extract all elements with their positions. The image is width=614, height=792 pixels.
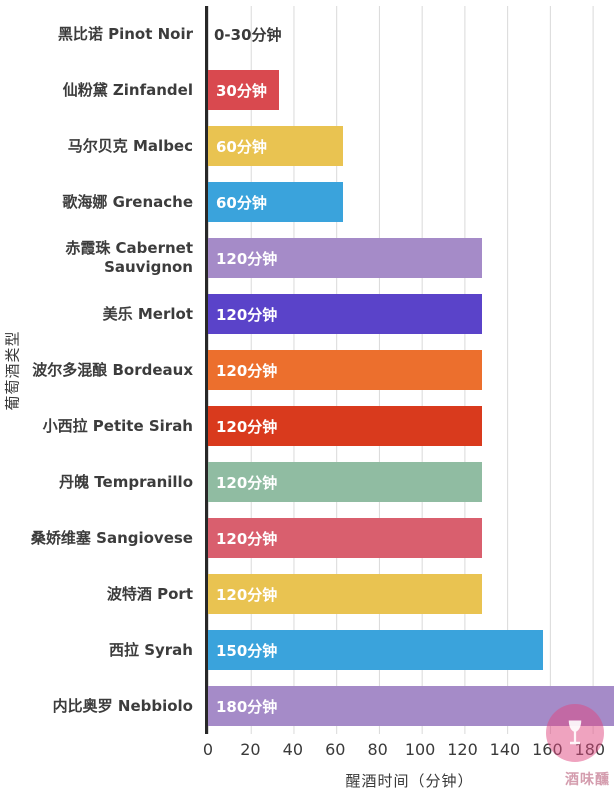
bar-track: 120分钟 bbox=[208, 510, 614, 566]
category-label: 内比奥罗 Nebbiolo bbox=[52, 696, 193, 715]
bar-track: 150分钟 bbox=[208, 622, 614, 678]
bar: 30分钟 bbox=[208, 70, 279, 110]
bar-value-label: 60分钟 bbox=[216, 193, 267, 212]
category-label: 赤霞珠 Cabernet Sauvignon bbox=[65, 239, 193, 276]
bar: 150分钟 bbox=[208, 630, 544, 670]
bar-value-label: 120分钟 bbox=[216, 473, 278, 492]
bar: 60分钟 bbox=[208, 182, 343, 222]
axis-tick-label: 20 bbox=[240, 740, 261, 759]
bar-track: 120分钟 bbox=[208, 286, 614, 342]
category-label: 波尔多混酿 Bordeaux bbox=[32, 360, 193, 379]
bar-track: 30分钟 bbox=[208, 62, 614, 118]
bar: 120分钟 bbox=[208, 350, 482, 390]
watermark-text: 酒味醺 bbox=[565, 772, 610, 788]
axis-tick-label: 120 bbox=[447, 740, 478, 759]
category-label: 马尔贝克 Malbec bbox=[67, 136, 193, 155]
category-label: 波特酒 Port bbox=[106, 584, 193, 603]
labels-col: 黑比诺 Pinot Noir 仙粉黛 Zinfandel 马尔贝克 Malbec 歌海… bbox=[24, 6, 205, 734]
bar-value-label: 150分钟 bbox=[216, 641, 278, 660]
category-label: 美乐 Merlot bbox=[102, 304, 193, 323]
axis-tick-label: 100 bbox=[404, 740, 436, 759]
category-label: 桑娇维塞 Sangiovese bbox=[30, 528, 193, 547]
category-label: 丹魄 Tempranillo bbox=[59, 472, 193, 491]
bar-track: 120分钟 bbox=[208, 566, 614, 622]
category-label: 歌海娜 Grenache bbox=[62, 192, 193, 211]
bar: 120分钟 bbox=[208, 518, 482, 558]
axis-tick-label: 0 bbox=[202, 740, 214, 759]
bar-track: 60分钟 bbox=[208, 174, 614, 230]
bar: 120分钟 bbox=[208, 294, 482, 334]
chart-body: 葡萄酒类型 黑比诺 Pinot Noir 仙粉黛 Zinfandel 马尔贝克 Ma… bbox=[0, 6, 614, 734]
bar-track: 180分钟 bbox=[208, 678, 614, 734]
y-axis-title-text: 葡萄酒类型 bbox=[3, 329, 22, 411]
bar: 120分钟 bbox=[208, 238, 482, 278]
bar-value-label: 120分钟 bbox=[216, 305, 278, 324]
bar: 120分钟 bbox=[208, 462, 482, 502]
category-label: 仙粉黛 Zinfandel bbox=[62, 80, 193, 99]
bar-value-label: 120分钟 bbox=[216, 249, 278, 268]
plot-area: 0-30分钟 30分钟 60分钟 60分钟 120分钟 120分钟 120分钟 120分钟 12… bbox=[205, 6, 614, 734]
bar-value-label: 180分钟 bbox=[216, 697, 278, 716]
category-label: 小西拉 Petite Sirah bbox=[42, 416, 193, 435]
bar-track: 120分钟 bbox=[208, 230, 614, 286]
bar-track: 120分钟 bbox=[208, 398, 614, 454]
bar-value-label: 120分钟 bbox=[216, 529, 278, 548]
axis-tick-label: 40 bbox=[282, 740, 304, 759]
bar-track: 60分钟 bbox=[208, 118, 614, 174]
bar: 120分钟 bbox=[208, 574, 482, 614]
y-axis-title: 葡萄酒类型 bbox=[0, 6, 24, 734]
bar: 60分钟 bbox=[208, 126, 343, 166]
watermark-logo bbox=[546, 704, 604, 762]
x-axis-title: 醒酒时间（分钟） bbox=[345, 772, 474, 790]
bar-track: 120分钟 bbox=[208, 454, 614, 510]
bar-track: 0-30分钟 bbox=[208, 6, 614, 62]
bar-value-label: 120分钟 bbox=[216, 585, 278, 604]
axis-tick-label: 140 bbox=[489, 740, 521, 759]
bar: 120分钟 bbox=[208, 406, 482, 446]
bar-value-label: 60分钟 bbox=[216, 137, 267, 156]
category-label: 黑比诺 Pinot Noir bbox=[57, 24, 193, 43]
axis-tick-label: 80 bbox=[367, 740, 388, 759]
bar-value-label: 0-30分钟 bbox=[214, 25, 282, 44]
bar-value-label: 30分钟 bbox=[216, 81, 267, 100]
axis-tick-label: 60 bbox=[325, 740, 346, 759]
wine-glass-icon bbox=[568, 720, 582, 745]
bar: 180分钟 bbox=[208, 686, 614, 726]
category-label: 西拉 Syrah bbox=[108, 640, 193, 659]
bar-value-label: 120分钟 bbox=[216, 417, 278, 436]
bar-value-label: 120分钟 bbox=[216, 361, 278, 380]
bar-track: 120分钟 bbox=[208, 342, 614, 398]
